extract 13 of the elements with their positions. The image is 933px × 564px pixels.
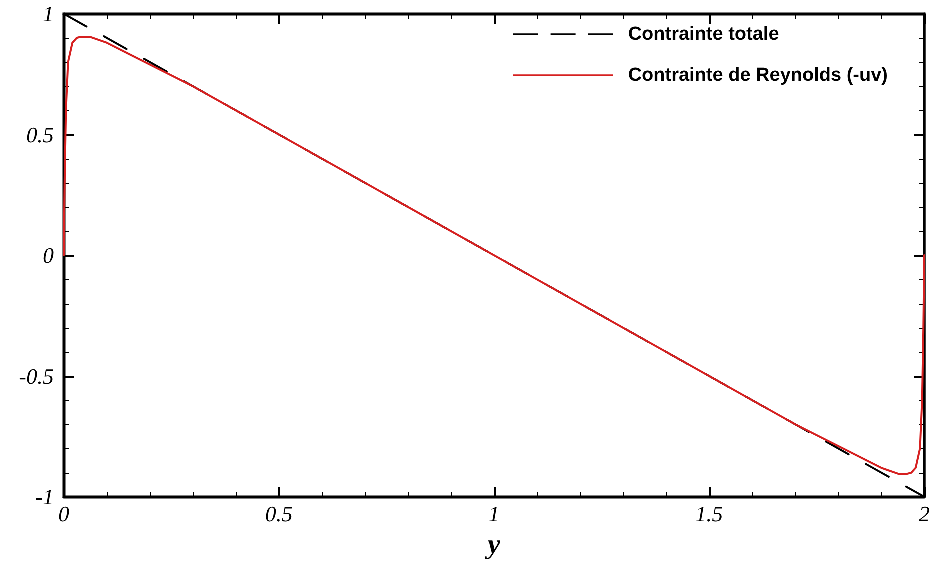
y-tick-label: -0.5: [19, 364, 54, 389]
x-tick-label: 1: [488, 502, 500, 526]
y-tick-label: 0.5: [26, 122, 54, 148]
x-tick-label: 2: [919, 502, 930, 526]
x-tick-label: 0.5: [265, 502, 293, 526]
legend-label: Contrainte totale: [628, 24, 780, 45]
x-tick-label: 1.5: [696, 502, 724, 526]
y-tick-label: 0: [43, 243, 54, 268]
x-tick-label: 0: [58, 502, 70, 526]
y-tick-label: -1: [36, 484, 54, 510]
legend-label: Contrainte de Reynolds (-uv): [628, 65, 888, 86]
y-tick-label: 1: [43, 2, 54, 26]
x-axis-title: y: [485, 530, 502, 560]
